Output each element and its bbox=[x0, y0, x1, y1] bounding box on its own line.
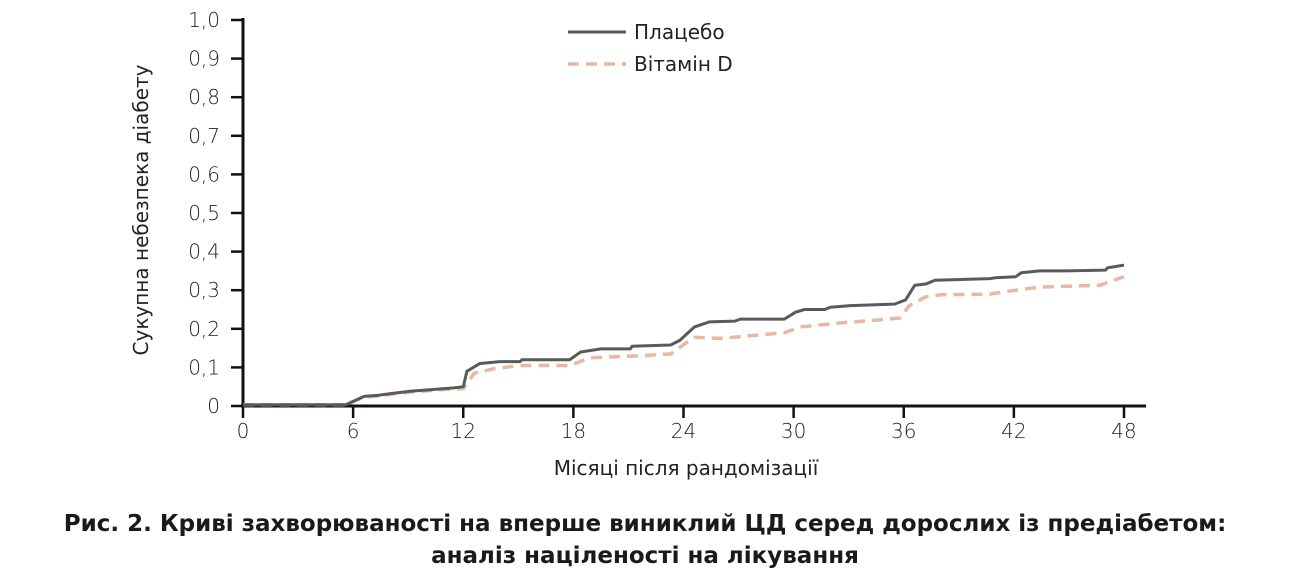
y-tick-label: 0,2 bbox=[188, 317, 220, 341]
legend: Плацебо Вітамін D bbox=[568, 20, 733, 76]
y-tick-label: 0,1 bbox=[188, 355, 220, 379]
y-tick-label: 0,3 bbox=[188, 278, 220, 302]
series-line-placebo bbox=[243, 263, 1125, 407]
chart: 0 0,1 0,2 0,3 0,4 0,5 0,6 0,7 0,8 0,9 1,0 0 6 12 18 24… bbox=[129, 8, 1146, 480]
x-tick-label: 18 bbox=[561, 419, 586, 443]
x-tick-label: 24 bbox=[671, 419, 696, 443]
x-tick-label: 30 bbox=[781, 419, 806, 443]
figure-caption: Рис. 2. Криві захворюваності на вперше в… bbox=[0, 508, 1290, 572]
x-tick-label: 0 bbox=[237, 419, 250, 443]
legend-label-vitamin-d: Вітамін D bbox=[634, 52, 733, 76]
caption-line-1: Рис. 2. Криві захворюваності на вперше в… bbox=[63, 511, 1227, 537]
x-tick-label: 12 bbox=[451, 419, 476, 443]
x-axis-label: Місяці після рандомізації bbox=[554, 456, 819, 480]
y-tick-label: 0 bbox=[207, 394, 220, 418]
x-tick-label: 6 bbox=[347, 419, 360, 443]
y-tick-label: 0,5 bbox=[188, 201, 220, 225]
y-tick-label: 0,7 bbox=[188, 124, 220, 148]
y-tick-label: 0,9 bbox=[188, 47, 220, 71]
x-tick-label: 36 bbox=[891, 419, 916, 443]
y-tick-label: 0,8 bbox=[188, 85, 220, 109]
x-tick-label: 42 bbox=[1001, 419, 1026, 443]
caption-line-2: аналіз націленості на лікування bbox=[431, 543, 859, 569]
y-axis-label: Сукупна небезпека діабету bbox=[129, 64, 153, 355]
series-line-vitamin-d bbox=[243, 275, 1125, 407]
x-tick-label: 48 bbox=[1111, 419, 1136, 443]
y-tick-label: 0,6 bbox=[188, 162, 220, 186]
y-tick-label: 1,0 bbox=[188, 8, 220, 32]
legend-label-placebo: Плацебо bbox=[634, 20, 725, 44]
y-tick-label: 0,4 bbox=[188, 240, 220, 264]
